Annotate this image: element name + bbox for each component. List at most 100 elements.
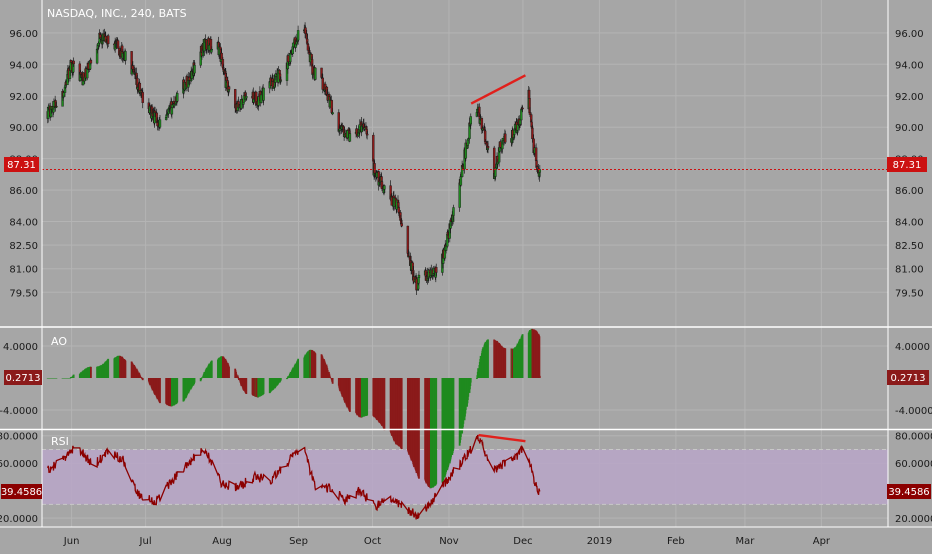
- ao-bar: [183, 378, 186, 400]
- price-y-tick-label-right: 92.00: [895, 92, 924, 103]
- candle-body: [170, 107, 174, 115]
- ao-bar: [67, 378, 70, 379]
- candle-body: [69, 60, 73, 63]
- rsi-last-badge-right-bg: [887, 484, 931, 499]
- rsi-y-tick-label-left: 20.0000: [0, 514, 38, 525]
- candle-body: [372, 134, 375, 162]
- ao-bar: [499, 344, 502, 378]
- x-tick-label: Jun: [63, 536, 80, 547]
- ao-bar: [378, 378, 381, 423]
- ao-bar: [171, 378, 174, 406]
- candle-body: [227, 86, 231, 90]
- ao-bar: [339, 378, 341, 392]
- ao-bar: [442, 378, 445, 479]
- ao-bar: [487, 339, 489, 378]
- ao-bar: [238, 378, 240, 381]
- candle-body: [528, 112, 532, 115]
- ao-bar: [122, 358, 124, 378]
- ao-y-tick-label-right: 4.0000: [895, 342, 930, 353]
- rsi-y-tick-label-right: 20.0000: [895, 514, 932, 525]
- x-tick-label: Sep: [289, 536, 308, 547]
- ao-bar: [484, 341, 487, 378]
- ao-bar: [80, 372, 82, 378]
- price-y-tick-label-left: 86.00: [9, 186, 38, 197]
- ao-bar: [309, 349, 312, 378]
- ao-bar: [210, 360, 213, 378]
- ao-bar: [533, 329, 536, 378]
- ao-bar: [376, 378, 378, 421]
- price-last-badge-right-bg: [887, 157, 927, 172]
- ao-bar: [511, 348, 514, 378]
- ao-bar: [521, 334, 524, 378]
- chart-title: NASDAQ, INC., 240, BATS: [47, 7, 187, 20]
- x-tick-label: 2019: [587, 536, 612, 547]
- ao-bar: [117, 355, 119, 378]
- ao-bar: [501, 347, 504, 378]
- ao-bar: [287, 376, 290, 378]
- trend-drawings[interactable]: [470, 74, 526, 443]
- ao-bar: [361, 378, 364, 418]
- price-y-tick-label-left: 92.00: [9, 92, 38, 103]
- ao-bar: [252, 378, 255, 396]
- candle-body: [278, 70, 281, 75]
- ao-bar: [203, 371, 206, 378]
- rsi-last-badge-left: 39.4586: [1, 484, 42, 499]
- ao-bar: [65, 378, 68, 379]
- ao-bar: [134, 367, 137, 378]
- candle-body: [294, 43, 297, 48]
- ao-bar: [154, 378, 156, 395]
- rsi-line: [47, 434, 541, 520]
- candle-body: [262, 87, 265, 101]
- ao-bar: [270, 378, 272, 392]
- candle-body: [72, 60, 75, 65]
- ao-last-value-right: 0.2713: [891, 373, 926, 384]
- ao-bar: [245, 378, 248, 394]
- candle-body: [306, 44, 310, 51]
- ao-bar: [398, 378, 401, 447]
- ao-bar: [294, 363, 297, 378]
- ao-bar: [186, 378, 189, 395]
- ao-bar: [348, 378, 351, 412]
- price-y-tick-label-left: 90.00: [9, 123, 38, 134]
- candle-body: [296, 30, 300, 41]
- rsi-pane-label: RSI: [51, 435, 69, 448]
- ao-bar: [516, 343, 519, 378]
- ao-bar: [363, 378, 366, 417]
- price-last-badge-right: 87.31: [887, 157, 927, 172]
- ao-bar: [476, 378, 478, 379]
- candle-body: [153, 110, 157, 113]
- candle-body: [516, 124, 519, 131]
- candle-body: [219, 46, 222, 50]
- ao-bar: [107, 358, 110, 378]
- candle-body: [331, 112, 334, 115]
- candle-body: [486, 146, 490, 149]
- candle-body: [459, 176, 463, 186]
- candle-body: [452, 207, 455, 216]
- candle-body: [287, 55, 290, 63]
- rsi-y-tick-label-right: 80.0000: [895, 432, 932, 443]
- candle-body: [469, 116, 472, 125]
- ao-bar: [104, 361, 107, 378]
- ao-bar: [131, 363, 134, 378]
- price-y-tick-label-left: 96.00: [9, 29, 38, 40]
- ao-bar: [136, 371, 139, 378]
- ao-bar: [255, 378, 258, 397]
- ao-bar: [304, 354, 307, 378]
- ao-bar: [413, 378, 415, 468]
- candle-body: [62, 92, 65, 97]
- ao-bar: [328, 375, 331, 378]
- rsi-last-badge-left-bg: [1, 484, 42, 499]
- rsi-y-tick-label-right: 60.0000: [895, 459, 932, 470]
- ao-bar: [119, 356, 122, 378]
- ao-bar: [314, 353, 317, 378]
- price-last-badge-left: 87.31: [4, 157, 39, 172]
- price-y-tick-label-right: 81.00: [895, 265, 924, 276]
- candle-body: [225, 77, 228, 81]
- ao-last-badge-right-bg: [887, 370, 929, 385]
- candle-body: [346, 130, 349, 138]
- x-tick-label: Oct: [364, 536, 381, 547]
- ao-bar: [366, 378, 369, 416]
- rsi-last-value-right: 39.4586: [888, 487, 929, 498]
